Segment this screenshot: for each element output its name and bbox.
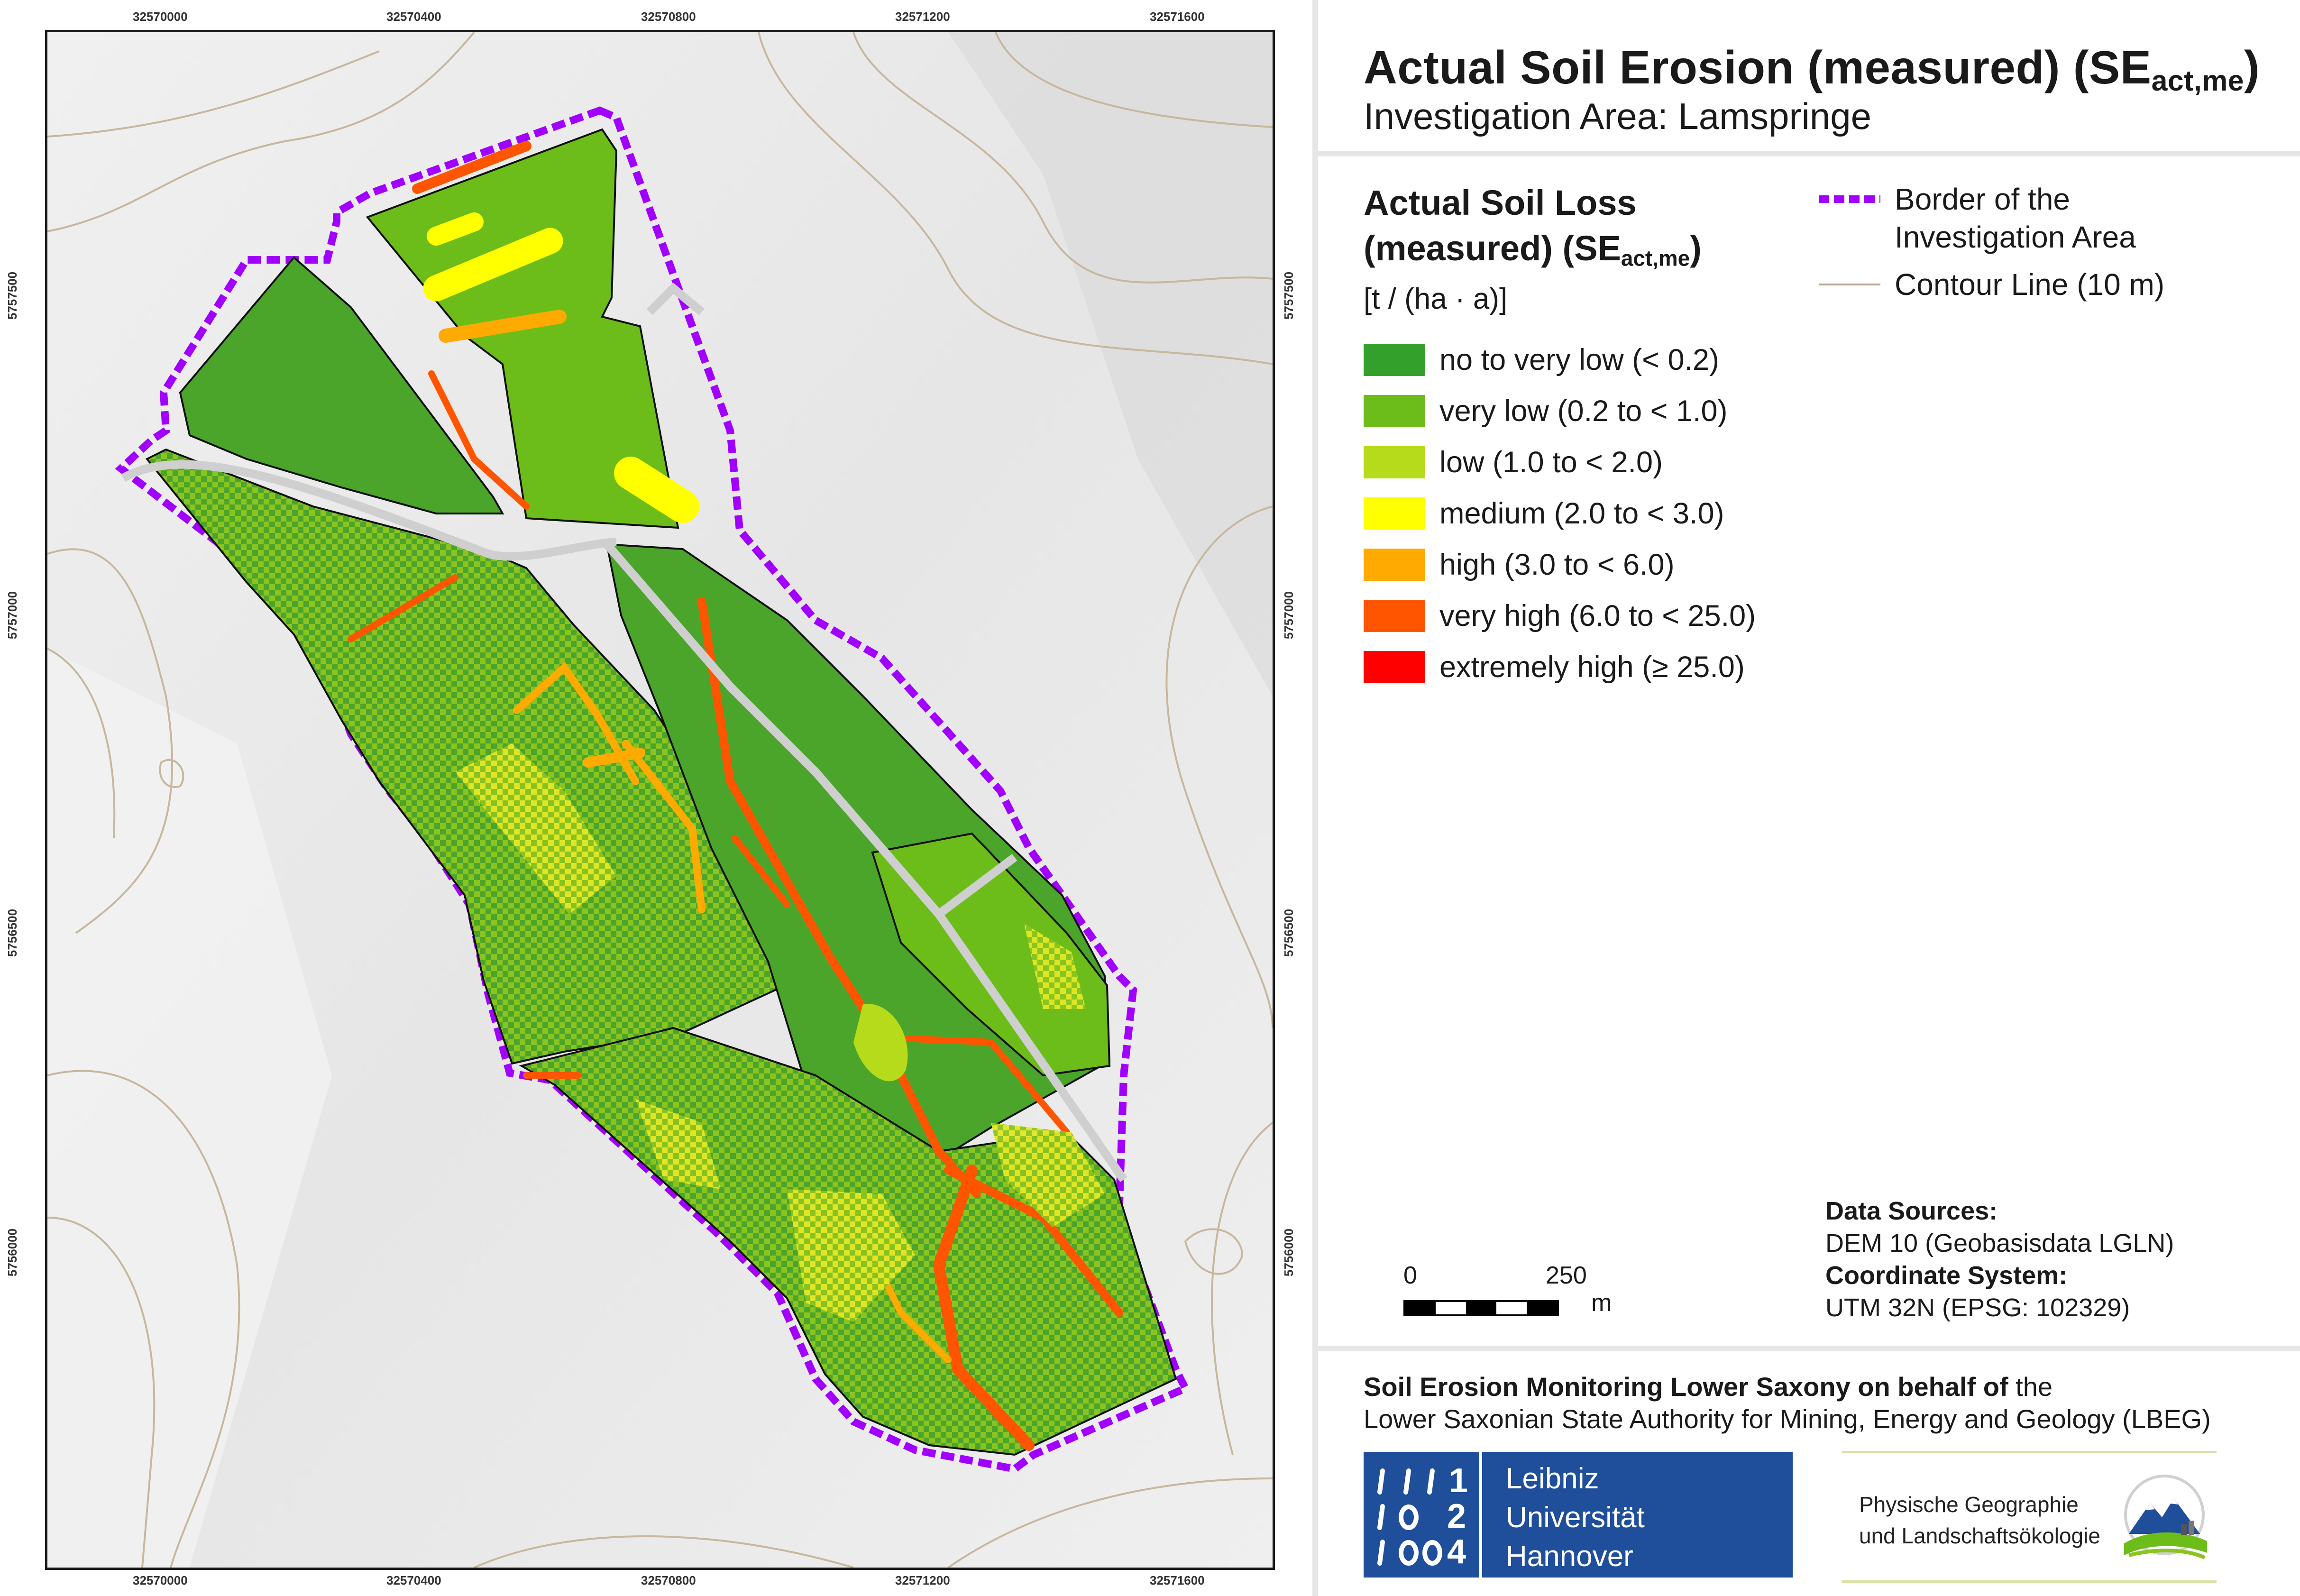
- legend-swatch: [1364, 497, 1425, 530]
- scale-start-label: 0: [1403, 1262, 1417, 1289]
- y-tick-left-4: 5756000: [5, 1228, 20, 1277]
- luh-name: Leibniz Universität Hannover: [1506, 1462, 1645, 1573]
- legend-item: extremely high (≥ 25.0): [1364, 642, 1756, 693]
- map-canvas: [47, 32, 1273, 1568]
- x-tick-top-1: 32570000: [133, 9, 188, 24]
- scale-end-label: 250: [1546, 1262, 1587, 1289]
- field-east-strip: [605, 543, 1111, 1191]
- panel-divider-footer: [1318, 1346, 2300, 1351]
- map-frame[interactable]: [45, 30, 1275, 1570]
- contour-legend-row: Contour Line (10 m): [1819, 266, 2164, 303]
- map-subtitle: Investigation Area: Lamspringe: [1364, 95, 1871, 137]
- x-tick-bottom-2: 32570400: [386, 1573, 441, 1587]
- legend-item: medium (2.0 to < 3.0): [1364, 488, 1756, 539]
- legend-swatch: [1364, 651, 1425, 683]
- legend-item: very low (0.2 to < 1.0): [1364, 385, 1756, 437]
- contour-lines: [47, 32, 1273, 1568]
- x-tick-bottom-3: 32570800: [641, 1573, 696, 1587]
- legend-label: very low (0.2 to < 1.0): [1439, 394, 1728, 428]
- map-title: Actual Soil Erosion (measured) (SEact,me…: [1364, 41, 2260, 97]
- panel-divider-title: [1318, 151, 2300, 156]
- contour-legend-label: Contour Line (10 m): [1895, 267, 2165, 302]
- geo-logo-text: Physische Geographie und Landschaftsökol…: [1859, 1492, 2100, 1548]
- crs-value: UTM 32N (EPSG: 102329): [1825, 1293, 2130, 1322]
- scale-unit: m: [1591, 1289, 1612, 1317]
- investigation-area-border: [115, 106, 1191, 1473]
- legend-item: high (3.0 to < 6.0): [1364, 539, 1756, 590]
- y-tick-right-4: 5756000: [1282, 1228, 1296, 1277]
- legend-swatch: [1364, 446, 1425, 478]
- hillshade-ridge: [948, 32, 1273, 696]
- field-northwest: [179, 256, 504, 514]
- y-tick-right-2: 5757000: [1282, 591, 1296, 640]
- contour-line-sample: [1819, 284, 1880, 285]
- scale-bar-graphic: [1403, 1300, 1559, 1316]
- x-tick-bottom-4: 32571200: [895, 1573, 950, 1587]
- legend-swatch: [1364, 395, 1425, 427]
- x-tick-bottom-5: 32571600: [1150, 1573, 1205, 1587]
- svg-text:2: 2: [1447, 1497, 1466, 1535]
- yellow-patches: [455, 743, 1105, 1322]
- legend-item: no to very low (< 0.2): [1364, 334, 1756, 385]
- legend-item: low (1.0 to < 2.0): [1364, 437, 1756, 488]
- y-tick-left-1: 5757500: [5, 271, 20, 320]
- border-legend-label: Border of the Investigation Area: [1895, 182, 2136, 254]
- svg-text:4: 4: [1447, 1533, 1466, 1571]
- legend-swatch: [1364, 344, 1425, 376]
- legend-label: no to very low (< 0.2): [1439, 343, 1720, 376]
- panel-divider-vertical: [1312, 0, 1318, 1596]
- legend-item: very high (6.0 to < 25.0): [1364, 590, 1756, 642]
- x-tick-bottom-1: 32570000: [133, 1573, 188, 1587]
- geo-logo: Physische Geographie und Landschaftsökol…: [1842, 1451, 2217, 1583]
- legend-label: extremely high (≥ 25.0): [1439, 651, 1745, 684]
- data-sources-dem: DEM 10 (Geobasisdata LGLN): [1825, 1229, 2174, 1257]
- x-tick-top-2: 32570400: [386, 9, 441, 24]
- footer-credit: Soil Erosion Monitoring Lower Saxony on …: [1364, 1372, 2053, 1402]
- y-tick-right-3: 5756500: [1282, 908, 1296, 957]
- roads: [121, 282, 1127, 1183]
- legend-label: very high (6.0 to < 25.0): [1439, 599, 1756, 633]
- border-legend-row: Border of the Investigation Area: [1819, 180, 2164, 256]
- legend-label: high (3.0 to < 6.0): [1439, 548, 1675, 581]
- y-tick-right-1: 5757500: [1282, 271, 1296, 320]
- light-patch: [853, 1004, 908, 1082]
- erosion-hotspots: [348, 141, 1123, 1451]
- x-tick-top-4: 32571200: [895, 9, 950, 24]
- legend-label: low (1.0 to < 2.0): [1439, 446, 1663, 479]
- legend-classes: no to very low (< 0.2) very low (0.2 to …: [1364, 334, 1756, 693]
- legend-swatch: [1364, 600, 1425, 632]
- line-legend: Border of the Investigation Area Contour…: [1819, 180, 2164, 303]
- mountain-globe-icon: [2124, 1475, 2207, 1559]
- data-sources-heading: Data Sources:: [1825, 1197, 1998, 1225]
- x-tick-top-3: 32570800: [641, 9, 696, 24]
- crs-heading: Coordinate System:: [1825, 1261, 2068, 1290]
- y-tick-left-2: 5757000: [5, 591, 20, 640]
- border-line-sample: [1819, 195, 1880, 203]
- x-tick-top-5: 32571600: [1150, 9, 1205, 24]
- legend-unit: [t / (ha · a)]: [1364, 283, 1508, 315]
- y-tick-left-3: 5756500: [5, 908, 20, 957]
- footer-authority: Lower Saxonian State Authority for Minin…: [1364, 1404, 2211, 1434]
- legend-swatch: [1364, 549, 1425, 581]
- hillshade-valley: [47, 649, 332, 1568]
- svg-text:1: 1: [1449, 1462, 1468, 1500]
- legend-heading: Actual Soil Loss (measured) (SEact,me): [1364, 183, 1702, 271]
- data-sources: Data Sources: DEM 10 (Geobasisdata LGLN)…: [1825, 1195, 2174, 1324]
- legend-label: medium (2.0 to < 3.0): [1439, 497, 1724, 530]
